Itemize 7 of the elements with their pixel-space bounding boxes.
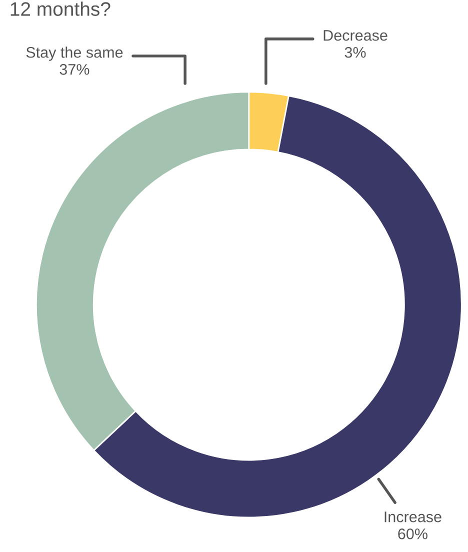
data-label: 3% [344, 46, 366, 58]
data-label: 60% [398, 528, 428, 540]
slice-label: Stay the same [26, 46, 123, 61]
slice-label: Increase [384, 512, 442, 522]
slice-label: Decrease [324, 30, 388, 41]
chart-title: 12 months? [10, 2, 110, 16]
data-label: 37% [60, 64, 90, 75]
